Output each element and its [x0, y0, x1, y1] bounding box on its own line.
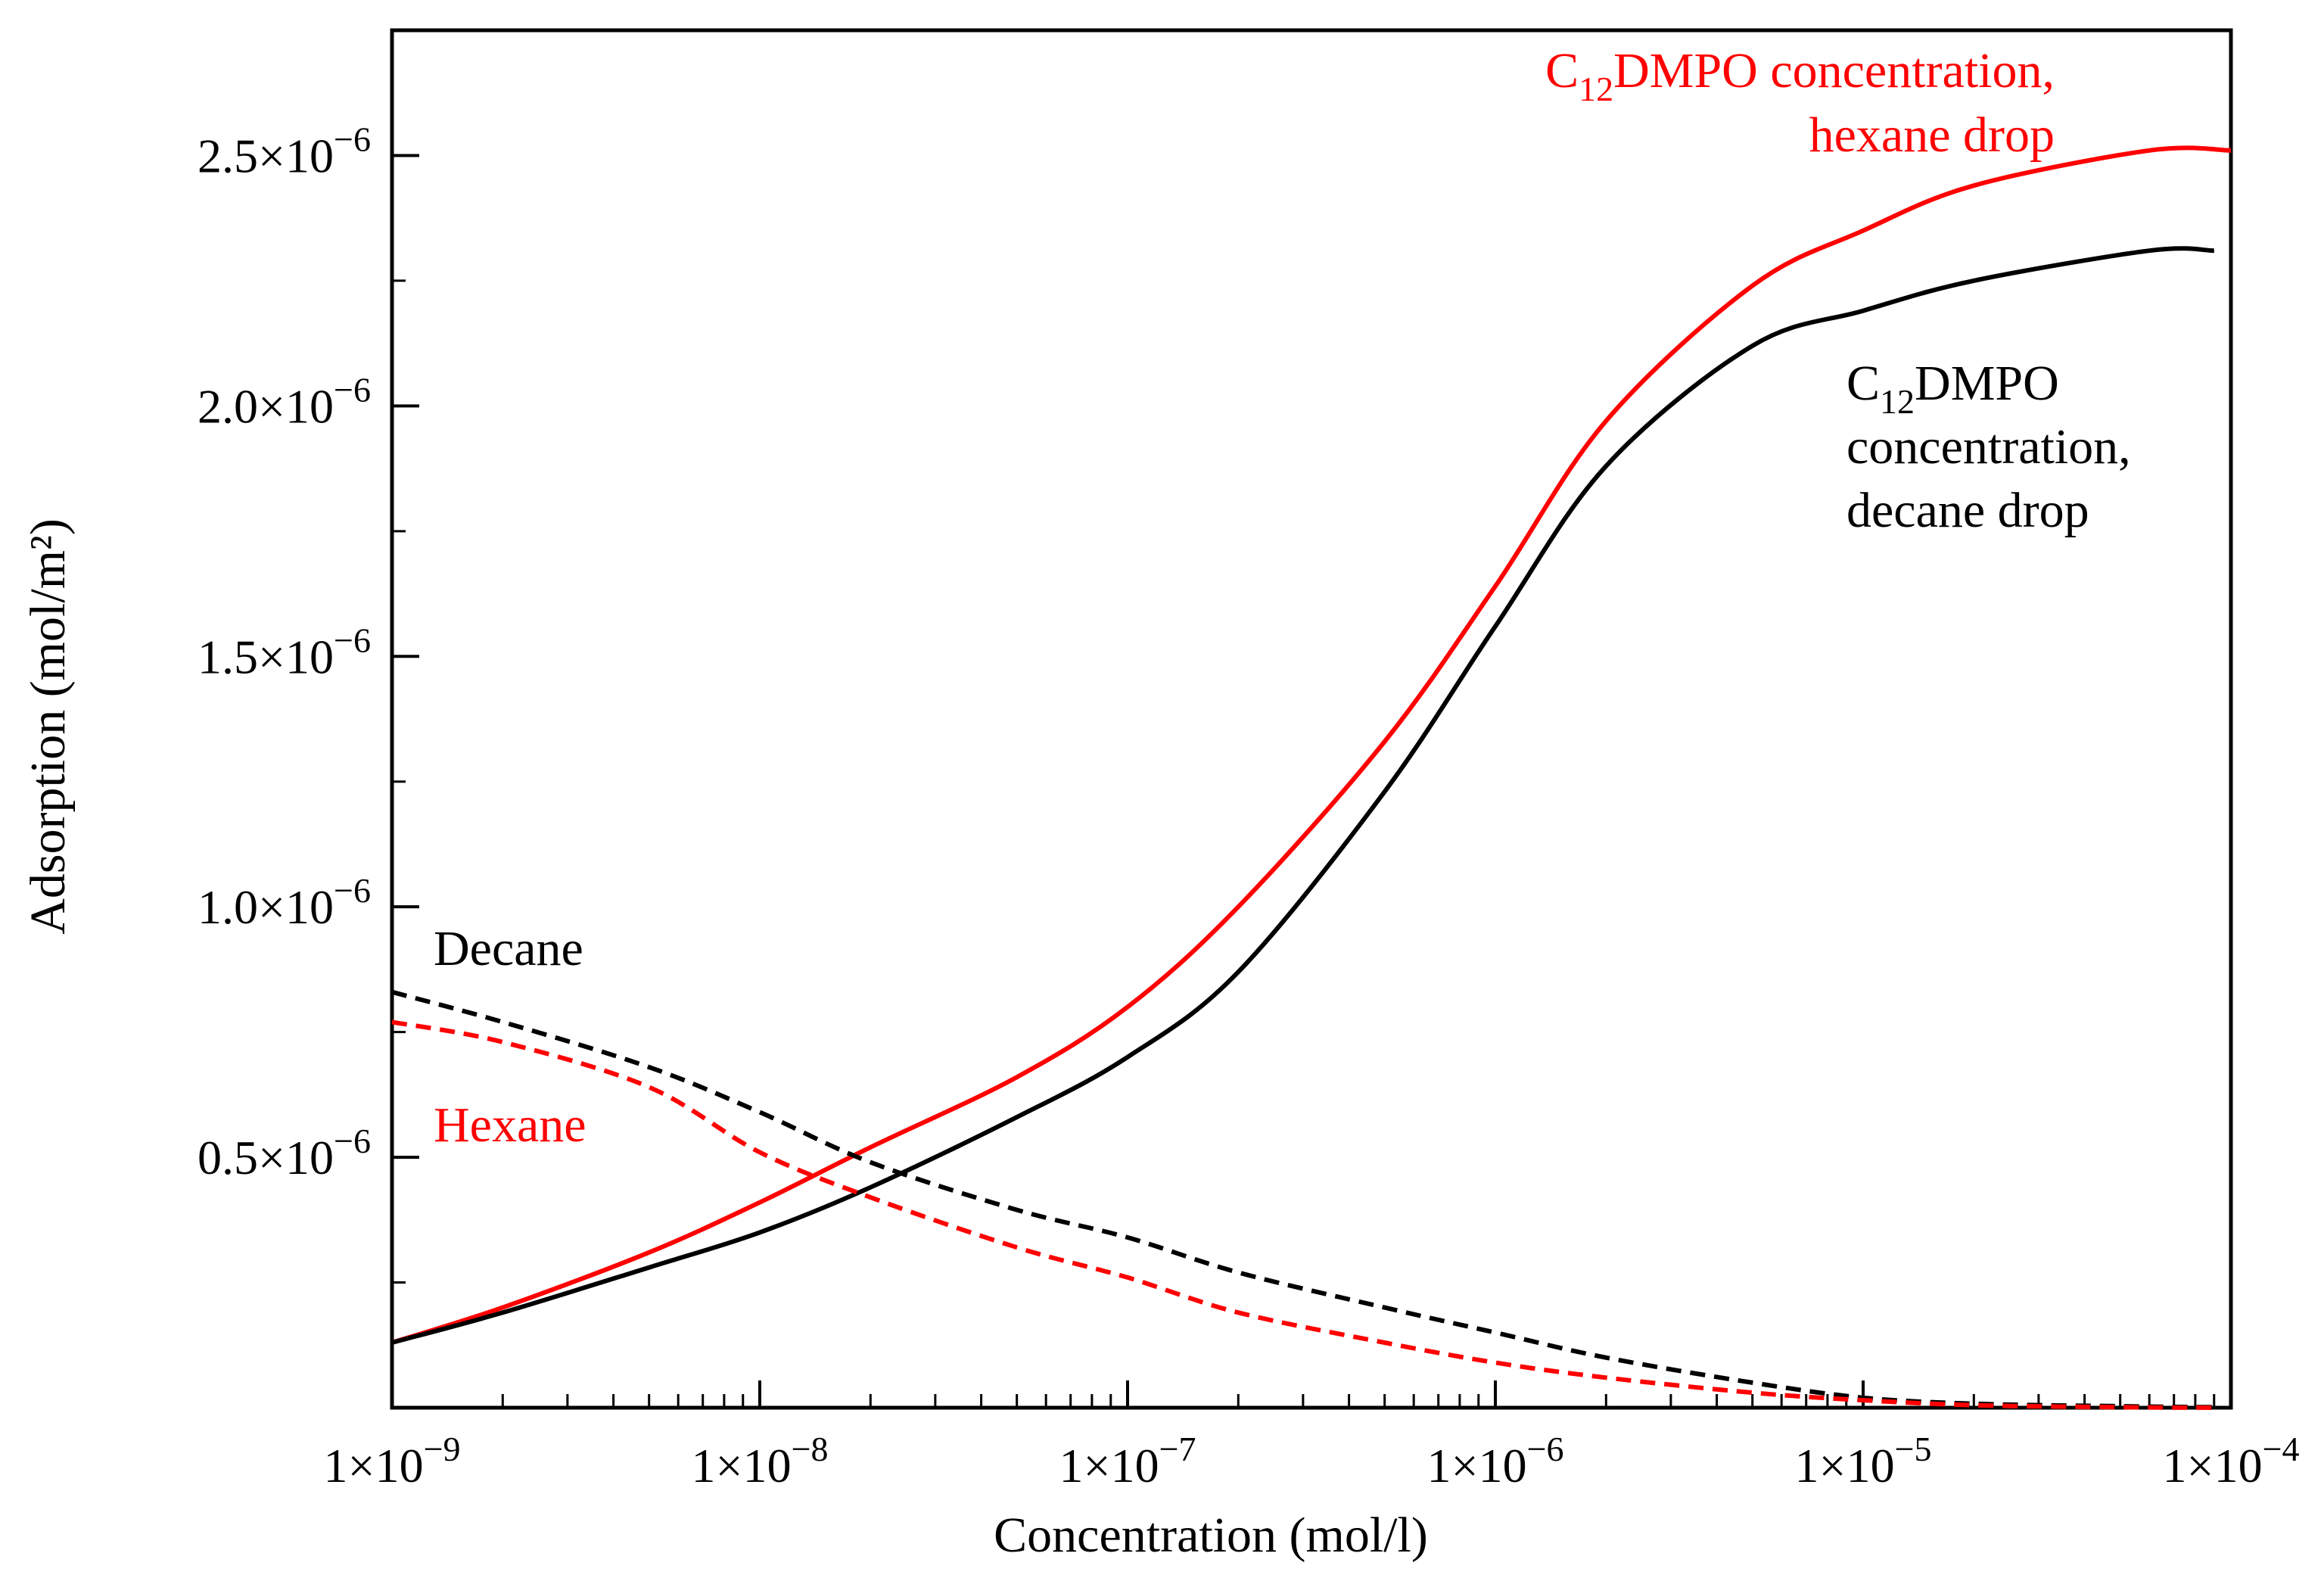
series-line-c12dmpo-concentration-hexane-drop [391, 145, 2232, 1345]
annotation-decane-curve-line3: decane drop [1846, 483, 2089, 538]
annotation-decane-dashed: Decane [434, 921, 583, 976]
y-tick-label: 2.0×10−6 [198, 370, 371, 433]
annotation-decane-curve-line2: concentration, [1846, 419, 2131, 475]
series-layer [391, 145, 2232, 1410]
series-line-decane [391, 989, 2214, 1410]
annotation-decane-curve-line1: C12DMPO [1846, 356, 2059, 421]
x-axis-ticks: 1×10−9 1×10−8 1×10−7 1×10−6 1×10−5 1×10−4 [323, 1380, 2300, 1492]
y-axis-title: Adsorption (mol/m²) [20, 518, 76, 935]
annotation-hexane-curve-line1: C12DMPO concentration, [1545, 43, 2055, 108]
y-tick-label: 1.5×10−6 [198, 621, 371, 683]
x-axis-title: Concentration (mol/l) [994, 1508, 1428, 1563]
series-line-hexane [391, 1019, 2214, 1410]
x-tick-label: 1×10−4 [2162, 1430, 2299, 1492]
y-tick-label: 2.5×10−6 [198, 120, 371, 182]
annotation-hexane-dashed: Hexane [434, 1097, 586, 1153]
y-axis-ticks: 0.5×10−6 1.0×10−6 1.5×10−6 2.0×10−6 2.5×10−6 [198, 120, 419, 1284]
x-tick-label: 1×10−5 [1794, 1430, 1931, 1492]
annotation-hexane-curve-line2: hexane drop [1809, 107, 2055, 163]
x-tick-label: 1×10−8 [691, 1430, 828, 1492]
x-tick-label: 1×10−9 [323, 1430, 460, 1492]
x-tick-label: 1×10−6 [1426, 1430, 1563, 1492]
x-tick-label: 1×10−7 [1059, 1430, 1196, 1492]
plot-frame [390, 28, 2233, 1410]
y-tick-label: 0.5×10−6 [198, 1122, 371, 1184]
y-tick-label: 1.0×10−6 [198, 871, 371, 934]
series-line-c12dmpo-concentration-decane-drop [391, 246, 2214, 1345]
